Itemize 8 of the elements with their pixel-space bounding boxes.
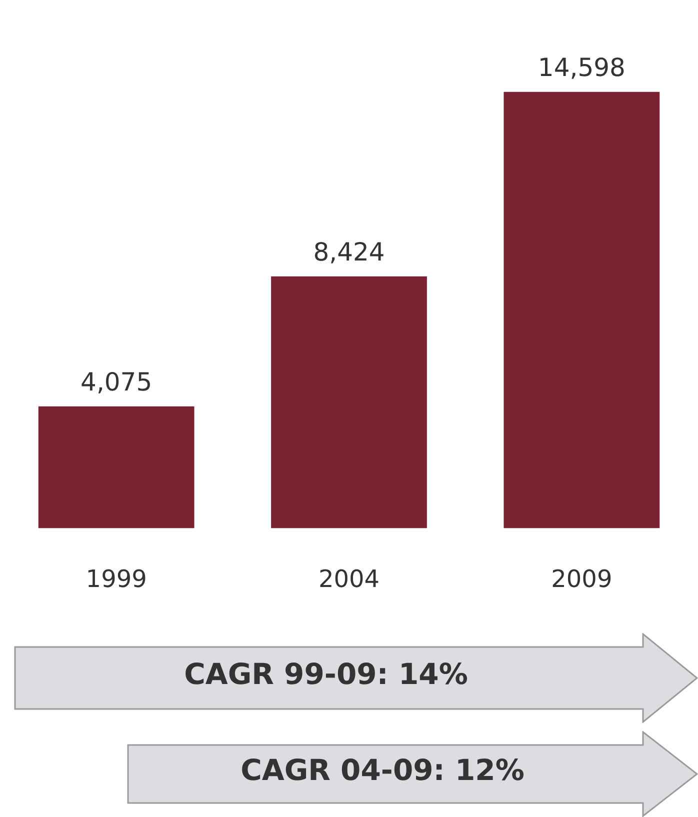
x-tick-label: 2009 xyxy=(551,564,612,593)
text: CAGR 99-09: 14% xyxy=(183,656,469,693)
data-label: 4,075 xyxy=(80,367,152,396)
text: CAGR 04-09: 12% xyxy=(240,752,526,789)
x-tick-label: 2004 xyxy=(318,564,380,593)
data-label: 8,424 xyxy=(313,237,385,266)
data-label: 14,598 xyxy=(538,52,626,82)
x-tick-label: 1999 xyxy=(86,564,147,593)
